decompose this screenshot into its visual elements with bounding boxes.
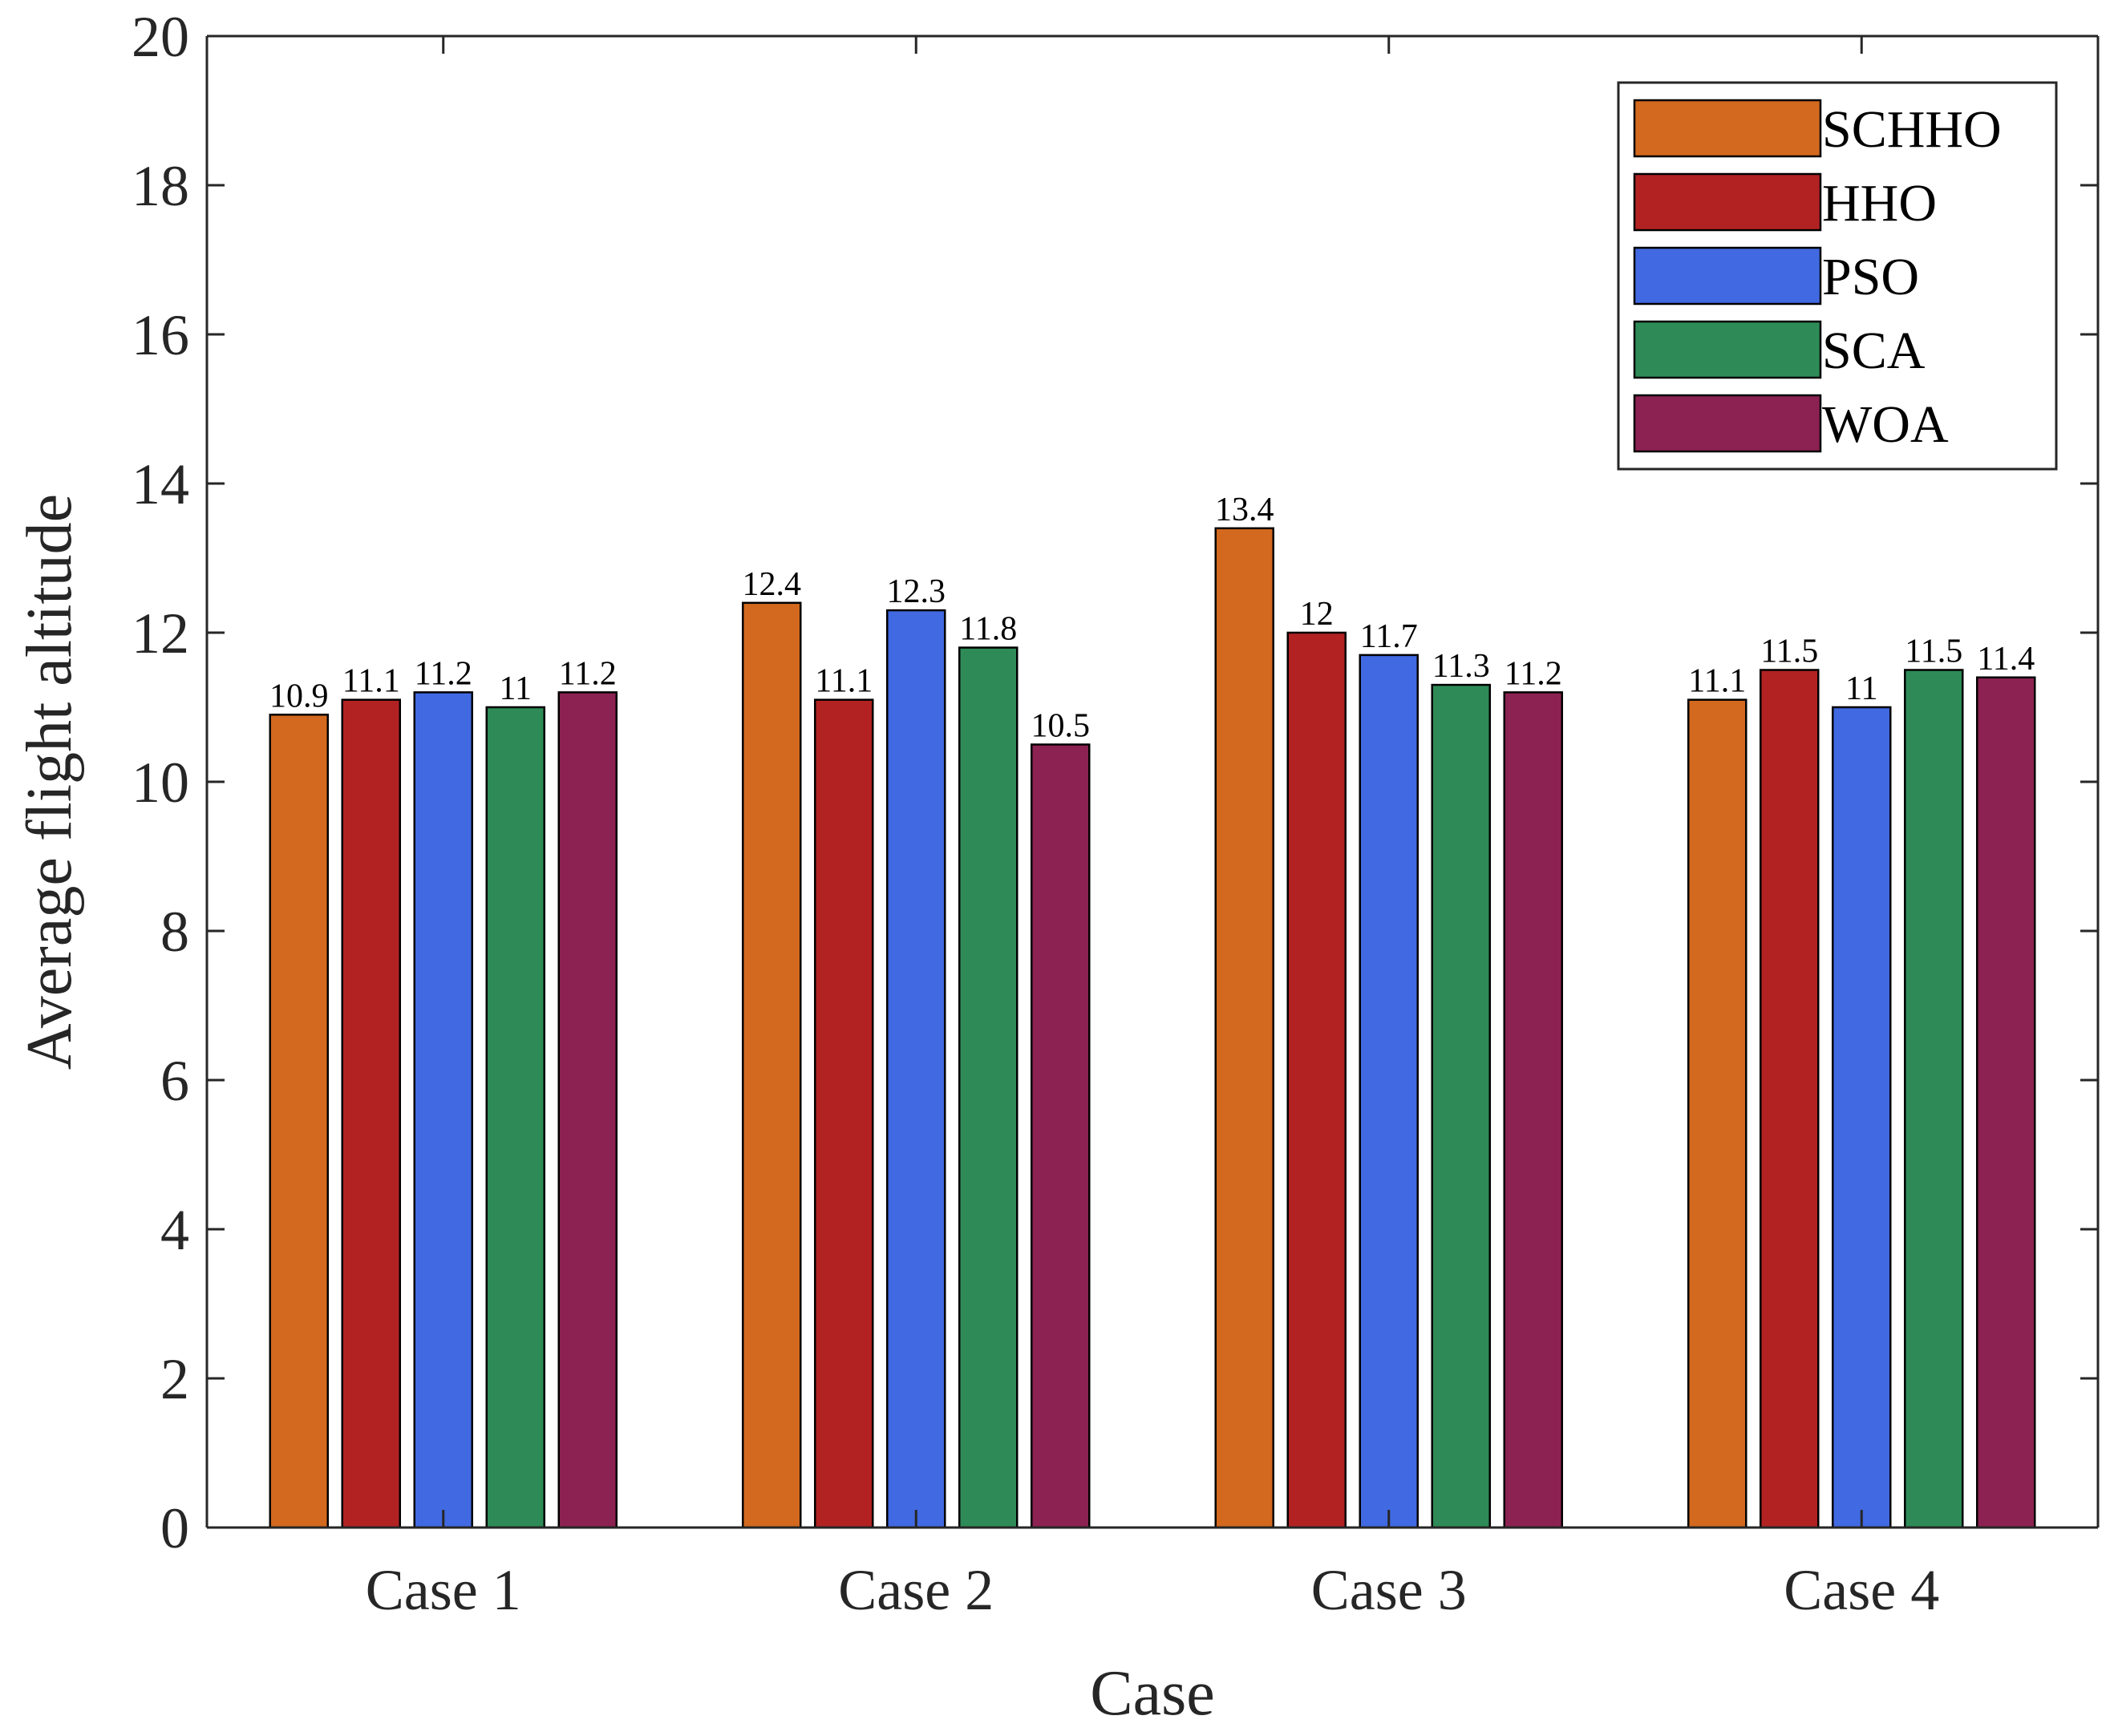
data-label-pso-case-1: 11.2 [415,655,472,692]
data-label-sca-case-2: 11.8 [959,611,1017,648]
bar-pso-case-4[interactable] [1832,706,1892,1529]
x-tick-label: Case 3 [1311,1558,1467,1622]
y-tick-label: 12 [132,601,189,666]
x-tick-label: Case 1 [366,1558,521,1622]
x-tick-label: Case 2 [838,1558,994,1622]
bar-sca-case-4[interactable] [1904,669,1964,1529]
data-label-woa-case-3: 11.2 [1505,655,1562,692]
y-tick-label: 6 [160,1049,189,1113]
legend-swatch-pso[interactable] [1633,246,1822,306]
y-tick-label: 16 [132,303,189,367]
bars-layer [269,527,2036,1529]
legend-swatch-schho[interactable] [1633,99,1822,158]
bar-schho-case-3[interactable] [1214,527,1274,1529]
bar-pso-case-2[interactable] [886,609,946,1529]
bar-sca-case-3[interactable] [1431,683,1491,1529]
data-label-schho-case-2: 12.4 [743,566,802,603]
legend-swatch-sca[interactable] [1633,320,1822,379]
data-label-hho-case-1: 11.1 [342,663,400,700]
bar-pso-case-1[interactable] [413,691,473,1529]
legend-swatch-hho[interactable] [1633,172,1822,232]
bar-schho-case-1[interactable] [269,714,329,1529]
legend-label-woa[interactable]: WOA [1822,395,1949,454]
y-tick-label: 2 [160,1347,189,1411]
legend-label-sca[interactable]: SCA [1822,322,1926,380]
data-label-sca-case-3: 11.3 [1432,648,1490,685]
bar-pso-case-3[interactable] [1359,654,1419,1529]
data-label-hho-case-4: 11.5 [1760,633,1818,670]
x-axis-title: Case [1090,1658,1215,1729]
ticks-layer: 0 2 4 6 8 10 12 14 16 18 20 Case 1 Case 2 Case 3 Case … [132,5,2098,1622]
data-label-schho-case-1: 10.9 [269,678,329,714]
legend-swatch-woa[interactable] [1633,394,1822,453]
bar-hho-case-2[interactable] [814,698,874,1529]
data-label-schho-case-3: 13.4 [1215,492,1274,528]
data-label-pso-case-4: 11 [1845,670,1877,707]
bar-schho-case-4[interactable] [1687,698,1747,1529]
legend-label-pso[interactable]: PSO [1822,248,1919,306]
bar-woa-case-2[interactable] [1031,743,1091,1529]
data-label-pso-case-2: 12.3 [887,573,946,610]
y-tick-label: 18 [132,154,189,218]
y-tick-label: 4 [160,1198,189,1262]
bar-sca-case-1[interactable] [485,706,545,1529]
data-label-woa-case-2: 10.5 [1031,708,1091,745]
bar-woa-case-4[interactable] [1976,676,2036,1529]
x-tick-label: Case 4 [1784,1558,1939,1622]
data-label-woa-case-1: 11.2 [559,655,617,692]
data-label-schho-case-4: 11.1 [1688,663,1746,700]
bar-hho-case-3[interactable] [1286,631,1347,1529]
y-tick-label: 20 [132,5,189,69]
y-tick-label: 0 [160,1496,189,1560]
data-label-woa-case-4: 11.4 [1977,641,2035,678]
data-label-hho-case-3: 12 [1300,596,1334,633]
data-label-sca-case-4: 11.5 [1905,633,1962,670]
bar-woa-case-1[interactable] [557,691,618,1529]
bar-woa-case-3[interactable] [1503,691,1563,1529]
legend-label-schho[interactable]: SCHHO [1822,100,2002,159]
legend-label-hho[interactable]: HHO [1822,174,1937,233]
bar-sca-case-2[interactable] [958,646,1019,1529]
y-tick-label: 8 [160,900,189,964]
data-label-sca-case-1: 11 [500,670,532,707]
data-label-hho-case-2: 11.1 [815,663,873,700]
bar-hho-case-1[interactable] [341,698,401,1529]
legend[interactable]: SCHHO HHO PSO SCA WOA [1617,81,2058,471]
y-tick-label: 10 [132,751,189,815]
data-label-pso-case-3: 11.7 [1360,618,1418,655]
bar-schho-case-2[interactable] [742,601,802,1529]
bar-hho-case-4[interactable] [1760,669,1820,1529]
data-labels-layer: 10.9 11.1 11.2 11 11.2 12.4 11.1 12.3 11.8 10.5 13… [269,492,2035,745]
y-axis-title: Average flight altitude [14,494,85,1070]
y-tick-label: 14 [132,452,189,516]
